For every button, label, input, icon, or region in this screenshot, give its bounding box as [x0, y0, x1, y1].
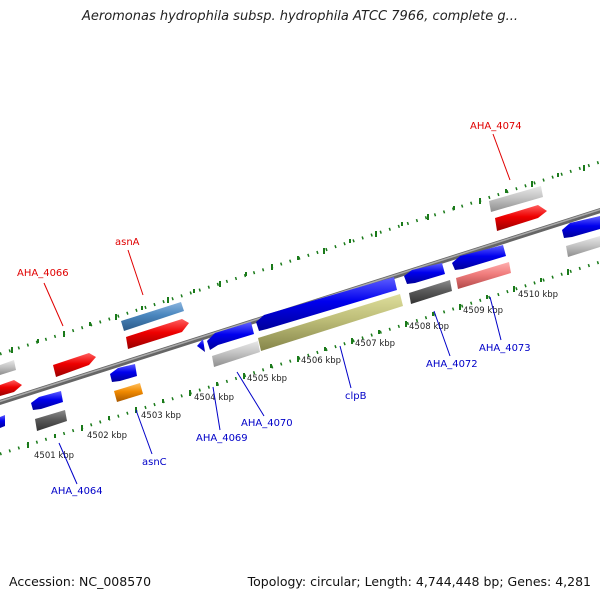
- gene-label-asnC[interactable]: asnC: [142, 457, 167, 468]
- leader-AHA_4072: [433, 310, 451, 357]
- gene-arrow-AHA_4069[interactable]: [207, 322, 254, 350]
- reverse-strand-genes: [0, 216, 600, 431]
- lower-guide-track: [0, 260, 600, 456]
- genome-summary-text: Topology: circular; Length: 4,744,448 bp…: [247, 574, 591, 589]
- gene-arrow-AHA_4072[interactable]: [409, 280, 452, 304]
- leader-asnC: [135, 409, 153, 455]
- leader-AHA_4064: [58, 442, 78, 485]
- gene-arrow[interactable]: [126, 319, 189, 349]
- gene-arrow[interactable]: [114, 383, 143, 402]
- gene-label-AHA_4074[interactable]: AHA_4074: [470, 121, 522, 132]
- tick-label-4506: 4506 kbp: [301, 356, 341, 366]
- leader-AHA_4069: [212, 386, 221, 431]
- leader-clpB: [339, 345, 352, 389]
- gene-arrow-AHA_4064[interactable]: [31, 391, 63, 410]
- forward-strand-genes: [0, 186, 547, 396]
- accession-text: Accession: NC_008570: [9, 574, 152, 589]
- gene-arrow-asnA[interactable]: [121, 302, 184, 331]
- gene-label-asnA[interactable]: asnA: [115, 237, 140, 248]
- leader-AHA_4066: [43, 282, 64, 327]
- gene-arrow[interactable]: [0, 360, 16, 375]
- gene-arrow-AHA_4074[interactable]: [495, 205, 547, 231]
- leader-AHA_4074: [492, 133, 511, 181]
- tick-label-4507: 4507 kbp: [355, 339, 395, 349]
- gene-label-AHA_4069[interactable]: AHA_4069: [196, 433, 248, 444]
- lower-major-ticks: [27, 269, 569, 448]
- gene-label-AHA_4064[interactable]: AHA_4064: [51, 486, 103, 497]
- leader-asnA: [127, 249, 144, 296]
- tick-label-4504: 4504 kbp: [194, 393, 234, 403]
- gene-label-AHA_4073[interactable]: AHA_4073: [479, 343, 531, 354]
- gene-arrow[interactable]: [562, 216, 600, 238]
- gene-arrow[interactable]: [0, 380, 22, 396]
- tick-label-4505: 4505 kbp: [247, 374, 287, 384]
- tick-label-4510: 4510 kbp: [518, 290, 558, 300]
- gene-arrow[interactable]: [489, 186, 543, 212]
- leader-AHA_4070: [236, 371, 265, 417]
- gene-arrow[interactable]: [566, 236, 600, 257]
- upper-major-ticks: [11, 165, 585, 353]
- gene-arrow[interactable]: [35, 410, 67, 431]
- gene-arrow[interactable]: [456, 262, 511, 289]
- map-title: Aeromonas hydrophila subsp. hydrophila A…: [81, 9, 519, 24]
- gene-arrow[interactable]: [197, 339, 205, 352]
- gene-arrow-AHA_4073[interactable]: [452, 245, 506, 270]
- gene-arrow[interactable]: [212, 341, 260, 367]
- gene-label-AHA_4070[interactable]: AHA_4070: [241, 418, 293, 429]
- gene-label-clpB[interactable]: clpB: [345, 391, 367, 402]
- gene-arrow[interactable]: [404, 263, 445, 284]
- gene-arrow-asnC[interactable]: [110, 364, 137, 382]
- tick-label-4508: 4508 kbp: [409, 322, 449, 332]
- gene-label-AHA_4072[interactable]: AHA_4072: [426, 359, 478, 370]
- gene-arrow-clpB[interactable]: [258, 294, 403, 351]
- leader-AHA_4073: [489, 296, 502, 341]
- tick-label-4503: 4503 kbp: [141, 411, 181, 421]
- gene-arrow[interactable]: [0, 415, 5, 428]
- upper-guide-track: [0, 160, 600, 356]
- tick-label-4509: 4509 kbp: [463, 306, 503, 316]
- tick-label-4501: 4501 kbp: [34, 451, 74, 461]
- leader-lines: [43, 133, 511, 485]
- tick-label-4502: 4502 kbp: [87, 431, 127, 441]
- gene-label-AHA_4066[interactable]: AHA_4066: [17, 268, 69, 279]
- gene-arrow-AHA_4066[interactable]: [53, 353, 96, 377]
- gene-arrow-AHA_4070[interactable]: [256, 277, 397, 331]
